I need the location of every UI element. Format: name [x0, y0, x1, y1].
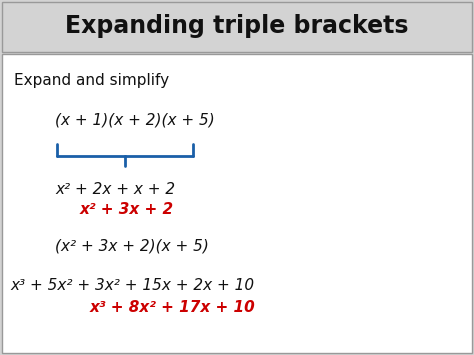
Text: Expanding triple brackets: Expanding triple brackets [65, 14, 409, 38]
Text: (x² + 3x + 2)(x + 5): (x² + 3x + 2)(x + 5) [55, 239, 209, 253]
Text: x³ + 5x² + 3x² + 15x + 2x + 10: x³ + 5x² + 3x² + 15x + 2x + 10 [10, 279, 254, 294]
Text: x³ + 8x² + 17x + 10: x³ + 8x² + 17x + 10 [90, 300, 256, 316]
Bar [2, 54, 472, 353]
Text: x² + 3x + 2: x² + 3x + 2 [80, 202, 174, 218]
Text: (x + 1)(x + 2)(x + 5): (x + 1)(x + 2)(x + 5) [55, 113, 215, 127]
Bar [2, 2, 472, 52]
Text: Expand and simplify: Expand and simplify [14, 72, 169, 87]
Text: x² + 2x + x + 2: x² + 2x + x + 2 [55, 182, 175, 197]
